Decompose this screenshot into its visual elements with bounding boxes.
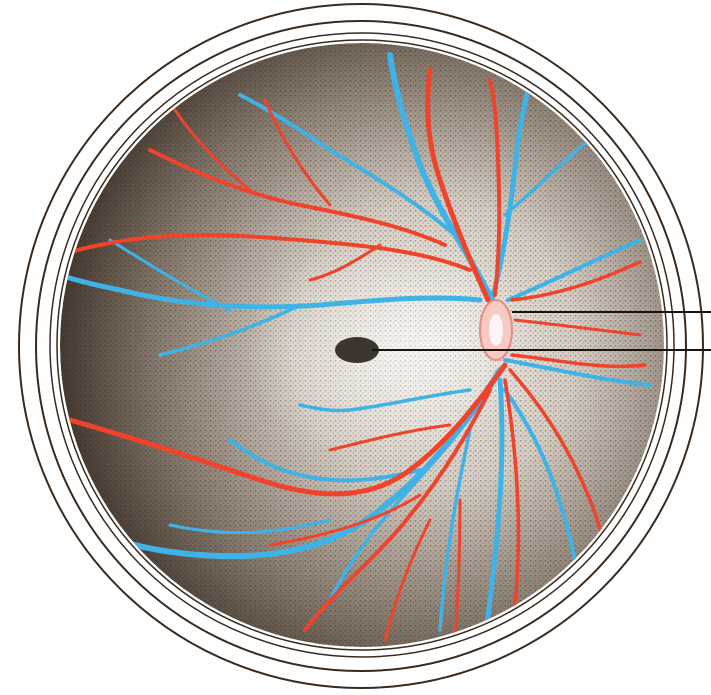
vein-inferior-branch — [228, 438, 422, 483]
vein-lower-fan-1 — [328, 453, 442, 602]
artery-superior-nasal — [488, 78, 502, 297]
artery-nasal-fan — [513, 318, 642, 337]
artery-superior-branch-3 — [173, 108, 252, 192]
leader-lines — [372, 311, 711, 351]
outer-ring — [18, 3, 704, 689]
artery-macular-branch — [328, 423, 452, 452]
inner-ring — [49, 32, 675, 658]
vein-temporal-branch — [158, 303, 302, 357]
vein-nasal-superior — [506, 238, 642, 302]
vein-inferior-nasal — [503, 358, 652, 387]
vein-superior-branch-2 — [503, 133, 597, 217]
outer-rings — [18, 3, 704, 689]
vein-temporal-superior — [60, 272, 483, 310]
artery-inferior-branch-2 — [503, 378, 521, 622]
artery-temporal-superior — [63, 233, 472, 272]
middle-ring — [35, 20, 687, 672]
artery-inferior-main — [67, 362, 508, 497]
vein-lower-temporal — [168, 518, 332, 535]
vein-temporal-branch-2 — [108, 238, 232, 312]
artery-lower-fan-2 — [453, 498, 462, 642]
vein-macular-branch — [298, 388, 472, 413]
artery-superior-main — [425, 67, 491, 303]
inner-ring-2 — [56, 39, 668, 651]
artery-nasal-inferior — [510, 353, 647, 369]
artery-temporal-branch — [308, 243, 382, 282]
retinal-arteries — [63, 67, 647, 642]
artery-nasal-superior — [510, 260, 642, 302]
artery-inferior-branch — [303, 388, 492, 632]
vein-lower-fan-2 — [438, 428, 472, 632]
artery-superior-branch — [148, 148, 447, 247]
artery-lower-fan-1 — [383, 518, 432, 642]
artery-superior-branch-2 — [263, 98, 332, 207]
macula — [335, 337, 379, 363]
artery-lower-temporal — [268, 493, 422, 547]
vein-inferior-main — [97, 367, 503, 560]
